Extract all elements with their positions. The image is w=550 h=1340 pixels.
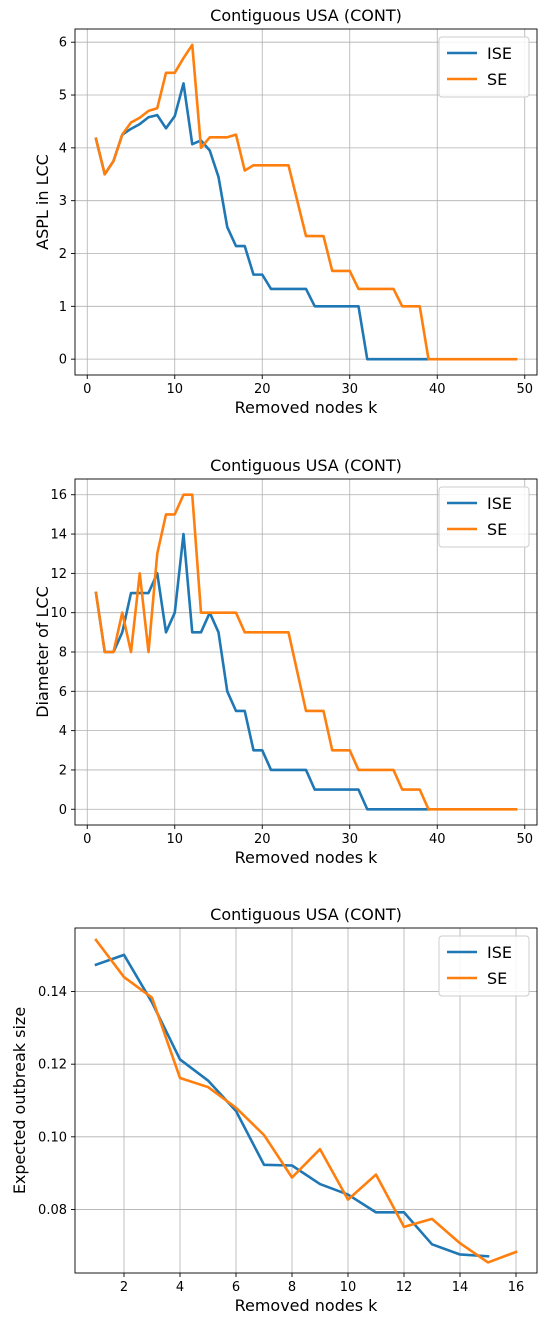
x-tick-label: 50 bbox=[516, 382, 533, 397]
y-tick-label: 6 bbox=[59, 36, 67, 51]
y-tick-label: 0.12 bbox=[38, 1058, 67, 1073]
x-tick-label: 20 bbox=[254, 382, 271, 397]
y-tick-label: 6 bbox=[59, 685, 67, 700]
outbreak-chart: 2 4 6 8 10 12 14 16 0.08 0.10 0.12 0.14 Contiguous U… bbox=[10, 905, 538, 1315]
x-tick-label: 2 bbox=[120, 1280, 128, 1295]
y-tick-label: 16 bbox=[50, 488, 67, 503]
y-tick-label: 12 bbox=[50, 567, 67, 582]
series-line-se bbox=[94, 43, 518, 361]
y-tick-label: 2 bbox=[59, 763, 67, 778]
series-line-ise bbox=[94, 532, 430, 811]
y-tick-label: 4 bbox=[59, 724, 67, 739]
x-tick-label: 50 bbox=[516, 832, 533, 847]
y-tick-label: 2 bbox=[59, 247, 67, 262]
diameter-chart: 0 10 20 30 40 50 0 2 4 6 8 10 12 14 16 Contiguous USA (… bbox=[33, 456, 538, 867]
legend-label-se: SE bbox=[487, 70, 507, 89]
x-tick-label: 10 bbox=[166, 382, 183, 397]
legend-box bbox=[438, 935, 530, 997]
y-tick-label: 0.08 bbox=[38, 1203, 67, 1218]
y-tick-label: 1 bbox=[59, 300, 67, 315]
y-tick-label: 0.10 bbox=[38, 1130, 67, 1145]
x-axis-title: Removed nodes k bbox=[235, 1296, 379, 1315]
x-tick-label: 6 bbox=[232, 1280, 240, 1295]
y-tick-label: 5 bbox=[59, 89, 67, 104]
x-tick-label: 16 bbox=[508, 1280, 525, 1295]
x-tick-label: 20 bbox=[254, 832, 271, 847]
series-line-se bbox=[94, 938, 518, 1264]
y-tick-label: 0 bbox=[59, 353, 67, 368]
x-tick-label: 12 bbox=[396, 1280, 413, 1295]
x-tick-label: 40 bbox=[429, 382, 446, 397]
x-tick-label: 0 bbox=[83, 382, 91, 397]
diameter-chart-panel: 0 10 20 30 40 50 0 2 4 6 8 10 12 14 16 Contiguous USA (… bbox=[0, 450, 550, 890]
x-tick-label: 4 bbox=[176, 1280, 184, 1295]
legend-box bbox=[438, 486, 530, 548]
legend: ISE SE bbox=[438, 486, 530, 548]
legend-label-ise: ISE bbox=[487, 943, 512, 962]
legend-label-se: SE bbox=[487, 969, 507, 988]
legend-box bbox=[438, 36, 530, 98]
x-tick-label: 40 bbox=[429, 832, 446, 847]
y-tick-label: 8 bbox=[59, 646, 67, 661]
y-tick-label: 4 bbox=[59, 141, 67, 156]
aspl-chart-panel: 0 10 20 30 40 50 0 1 2 3 4 5 6 Contiguous USA (CONT) R… bbox=[0, 0, 550, 440]
plot-frame bbox=[74, 927, 538, 1274]
y-tick-label: 0 bbox=[59, 803, 67, 818]
x-tick-label: 30 bbox=[341, 382, 358, 397]
chart-title: Contiguous USA (CONT) bbox=[210, 456, 402, 475]
y-tick-label: 10 bbox=[50, 606, 67, 621]
x-tick-label: 10 bbox=[166, 832, 183, 847]
x-tick-label: 0 bbox=[83, 832, 91, 847]
x-tick-label: 30 bbox=[341, 832, 358, 847]
series-line-se bbox=[94, 493, 518, 811]
legend-label-se: SE bbox=[487, 520, 507, 539]
x-axis-title: Removed nodes k bbox=[235, 398, 379, 417]
outbreak-chart-panel: 2 4 6 8 10 12 14 16 0.08 0.10 0.12 0.14 Contiguous U… bbox=[0, 900, 550, 1340]
chart-title: Contiguous USA (CONT) bbox=[210, 6, 402, 25]
series-line-ise bbox=[94, 82, 430, 361]
x-tick-label: 8 bbox=[288, 1280, 296, 1295]
legend-label-ise: ISE bbox=[487, 44, 512, 63]
chart-title: Contiguous USA (CONT) bbox=[210, 905, 402, 924]
y-axis-title: Diameter of LCC bbox=[33, 586, 52, 718]
x-tick-label: 10 bbox=[340, 1280, 357, 1295]
y-axis-title: Expected outbreak size bbox=[10, 1007, 29, 1194]
y-tick-label: 3 bbox=[59, 194, 67, 209]
aspl-chart: 0 10 20 30 40 50 0 1 2 3 4 5 6 Contiguous USA (CONT) R… bbox=[33, 6, 538, 417]
y-tick-label: 0.14 bbox=[38, 985, 67, 1000]
plot-frame bbox=[74, 28, 538, 376]
legend-label-ise: ISE bbox=[487, 494, 512, 513]
legend: ISE SE bbox=[438, 935, 530, 997]
x-axis-title: Removed nodes k bbox=[235, 848, 379, 867]
y-tick-label: 14 bbox=[50, 528, 67, 543]
legend: ISE SE bbox=[438, 36, 530, 98]
y-axis-title: ASPL in LCC bbox=[33, 154, 52, 250]
x-tick-label: 14 bbox=[452, 1280, 469, 1295]
